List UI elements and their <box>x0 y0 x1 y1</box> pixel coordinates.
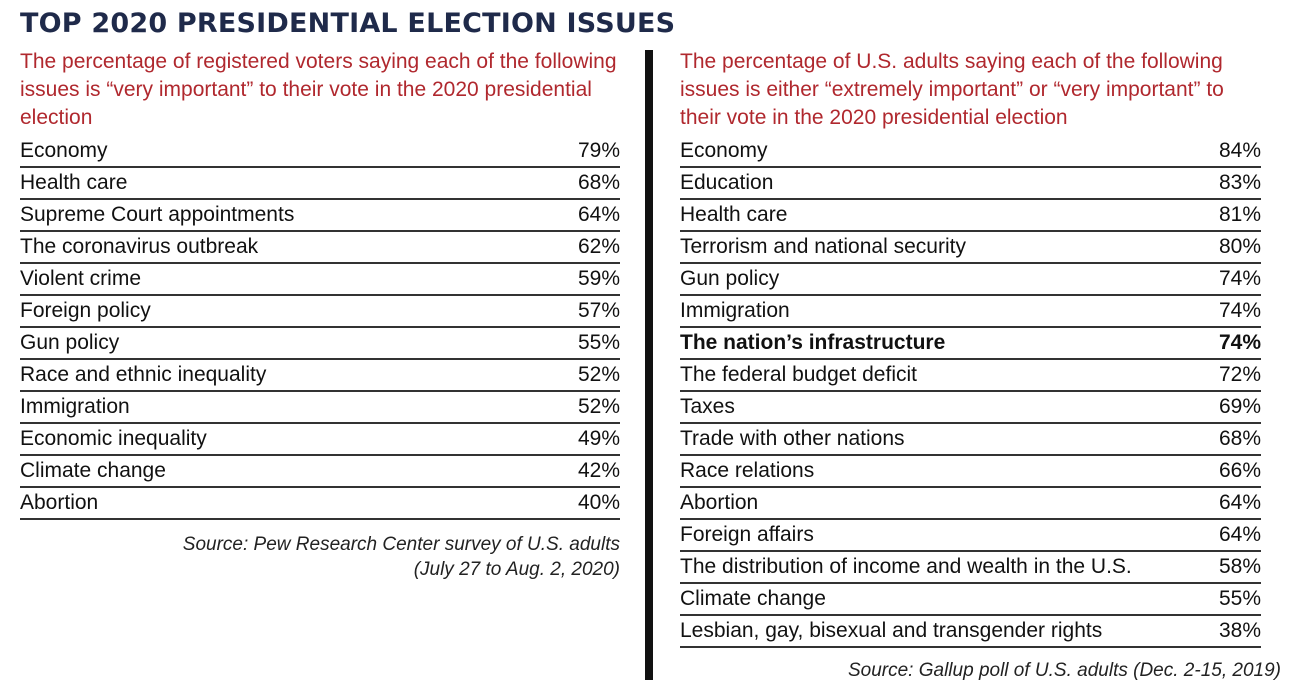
left-table-row: Violent crime 59% <box>20 264 620 296</box>
right-row-label: Climate change <box>680 587 826 610</box>
left-source-line-1: Source: Pew Research Center survey of U.… <box>182 534 620 555</box>
left-row-label: The coronavirus outbreak <box>20 235 259 258</box>
left-table-row: Immigration 52% <box>20 392 620 424</box>
left-row-label: Economy <box>20 139 108 162</box>
left-source-line-2: (July 27 to Aug. 2, 2020) <box>413 559 620 580</box>
right-row-label: Education <box>680 171 774 194</box>
left-row-label: Immigration <box>20 395 130 418</box>
right-row-label: Immigration <box>680 299 790 322</box>
left-row-value: 57% <box>577 299 620 322</box>
right-row-label: Health care <box>680 203 788 226</box>
right-row-value: 64% <box>1218 523 1261 546</box>
right-row-value: 72% <box>1218 363 1261 386</box>
left-row-label: Abortion <box>20 491 99 514</box>
left-row-value: 49% <box>577 427 620 450</box>
right-row-label: Gun policy <box>680 267 780 290</box>
left-row-value: 68% <box>577 171 620 194</box>
right-subtitle: The percentage of U.S. adults saying eac… <box>680 50 1224 129</box>
right-row-value: 66% <box>1218 459 1261 482</box>
right-table: Economy 84% Education 83% Health care 81% Terr… <box>680 136 1261 648</box>
left-row-label: Supreme Court appointments <box>20 203 295 226</box>
left-subtitle: The percentage of registered voters sayi… <box>20 50 617 129</box>
right-source-line-1: Source: Gallup poll of U.S. adults (Dec.… <box>847 660 1281 681</box>
right-row-value: 81% <box>1218 203 1261 226</box>
right-table-row: Education 83% <box>680 168 1261 200</box>
right-row-value: 68% <box>1218 427 1261 450</box>
right-row-value: 64% <box>1218 491 1261 514</box>
left-row-value: 52% <box>577 363 620 386</box>
left-table-row: Supreme Court appointments 64% <box>20 200 620 232</box>
left-row-value: 42% <box>577 459 620 482</box>
column-divider <box>645 50 653 680</box>
right-row-value: 55% <box>1218 587 1261 610</box>
right-panel: The percentage of U.S. adults saying eac… <box>680 48 1281 683</box>
left-row-label: Violent crime <box>20 267 141 290</box>
right-table-row: Gun policy 74% <box>680 264 1261 296</box>
left-row-label: Health care <box>20 171 128 194</box>
left-table-row: Abortion 40% <box>20 488 620 520</box>
right-row-value: 38% <box>1218 619 1261 642</box>
left-row-value: 40% <box>577 491 620 514</box>
right-table-row: Health care 81% <box>680 200 1261 232</box>
right-row-label: Economy <box>680 139 768 162</box>
left-source: Source: Pew Research Center survey of U.… <box>20 532 620 582</box>
left-table-row: Foreign policy 57% <box>20 296 620 328</box>
left-row-label: Climate change <box>20 459 166 482</box>
right-row-label: Trade with other nations <box>680 427 905 450</box>
left-table: Economy 79% Health care 68% Supreme Court ap… <box>20 136 620 520</box>
left-table-row: Gun policy 55% <box>20 328 620 360</box>
right-row-label: Abortion <box>680 491 759 514</box>
left-row-value: 55% <box>577 331 620 354</box>
right-table-row: Immigration 74% <box>680 296 1261 328</box>
left-table-row: Climate change 42% <box>20 456 620 488</box>
right-row-value: 58% <box>1218 555 1261 578</box>
left-table-row: Economy 79% <box>20 136 620 168</box>
left-table-row: Health care 68% <box>20 168 620 200</box>
right-row-value: 74% <box>1218 299 1261 322</box>
right-row-label: The distribution of income and wealth in… <box>680 555 1132 578</box>
right-row-value: 80% <box>1218 235 1261 258</box>
left-row-label: Foreign policy <box>20 299 151 322</box>
right-source: Source: Gallup poll of U.S. adults (Dec.… <box>680 658 1281 683</box>
right-row-label: Race relations <box>680 459 815 482</box>
right-row-label: The nation’s infrastructure <box>680 331 946 354</box>
left-table-row: Race and ethnic inequality 52% <box>20 360 620 392</box>
right-row-value: 74% <box>1218 267 1261 290</box>
right-table-row: Terrorism and national security 80% <box>680 232 1261 264</box>
left-row-value: 62% <box>577 235 620 258</box>
right-table-row: The nation’s infrastructure 74% <box>680 328 1261 360</box>
right-table-row: Race relations 66% <box>680 456 1261 488</box>
left-table-row: The coronavirus outbreak 62% <box>20 232 620 264</box>
right-table-row: Economy 84% <box>680 136 1261 168</box>
right-row-value: 84% <box>1218 139 1261 162</box>
left-panel: The percentage of registered voters sayi… <box>20 48 620 582</box>
right-row-label: Taxes <box>680 395 735 418</box>
left-row-label: Race and ethnic inequality <box>20 363 267 386</box>
page-title: TOP 2020 PRESIDENTIAL ELECTION ISSUES <box>20 8 676 39</box>
right-row-label: Lesbian, gay, bisexual and transgender r… <box>680 619 1103 642</box>
right-table-row: Abortion 64% <box>680 488 1261 520</box>
right-table-row: Trade with other nations 68% <box>680 424 1261 456</box>
left-row-value: 79% <box>577 139 620 162</box>
right-table-row: Taxes 69% <box>680 392 1261 424</box>
left-row-value: 59% <box>577 267 620 290</box>
left-row-label: Gun policy <box>20 331 120 354</box>
left-row-value: 64% <box>577 203 620 226</box>
right-row-label: Foreign affairs <box>680 523 814 546</box>
right-row-value: 83% <box>1218 171 1261 194</box>
left-table-row: Economic inequality 49% <box>20 424 620 456</box>
right-table-row: Climate change 55% <box>680 584 1261 616</box>
right-table-row: The federal budget deficit 72% <box>680 360 1261 392</box>
right-row-label: Terrorism and national security <box>680 235 966 258</box>
right-table-row: Foreign affairs 64% <box>680 520 1261 552</box>
right-row-label: The federal budget deficit <box>680 363 917 386</box>
right-table-row: The distribution of income and wealth in… <box>680 552 1261 584</box>
left-row-value: 52% <box>577 395 620 418</box>
right-row-value: 69% <box>1218 395 1261 418</box>
right-table-row: Lesbian, gay, bisexual and transgender r… <box>680 616 1261 648</box>
left-row-label: Economic inequality <box>20 427 207 450</box>
right-row-value: 74% <box>1218 331 1261 354</box>
